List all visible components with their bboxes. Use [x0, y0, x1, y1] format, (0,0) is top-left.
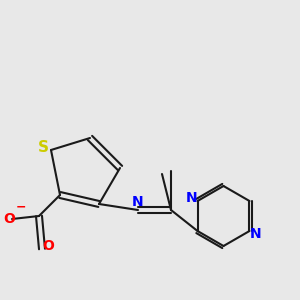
Text: S: S [38, 140, 49, 154]
Text: N: N [250, 227, 261, 241]
Text: N: N [132, 196, 144, 209]
Text: O: O [42, 239, 54, 253]
Text: −: − [16, 200, 26, 214]
Text: N: N [186, 191, 197, 205]
Text: O: O [3, 212, 15, 226]
